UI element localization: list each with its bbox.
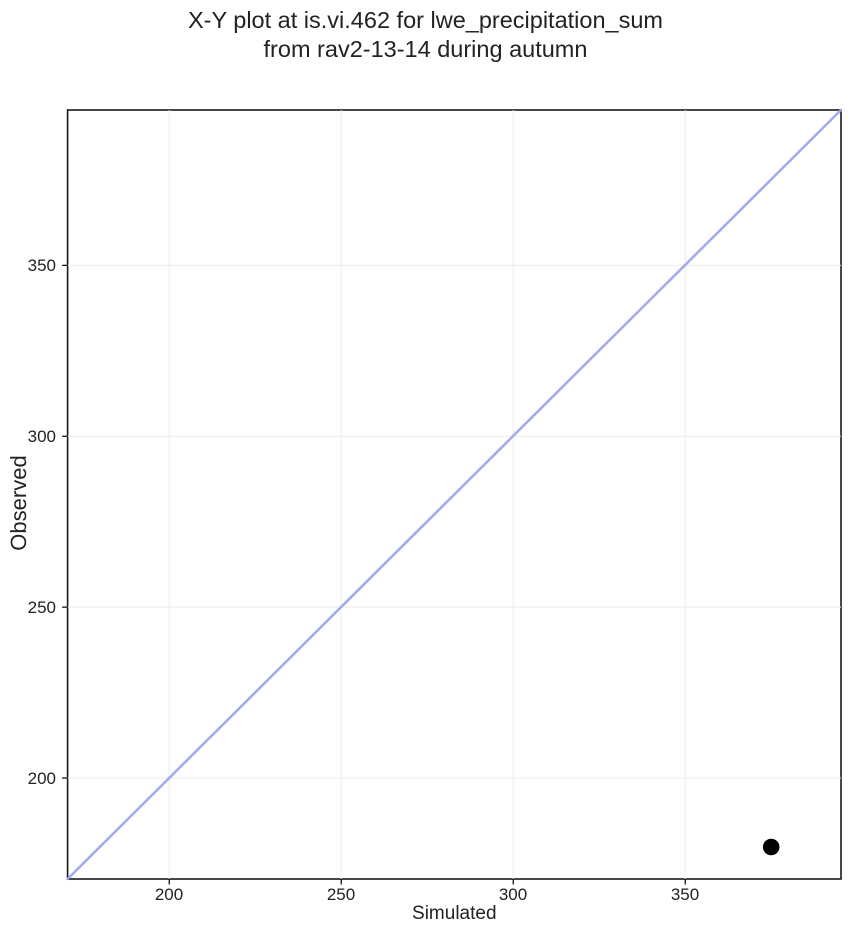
svg-text:Observed: Observed xyxy=(6,455,31,550)
